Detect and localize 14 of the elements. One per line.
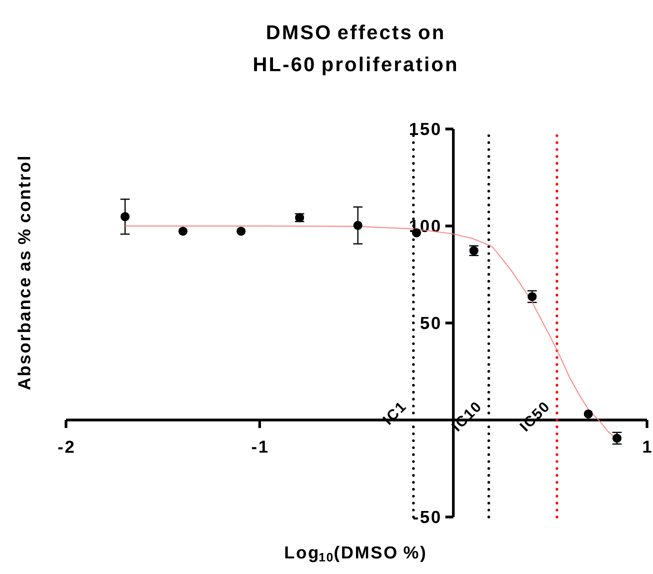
point [584,409,593,419]
y-tick-label: -50 [413,510,440,524]
point [236,226,246,236]
x-tick-label: 1 [643,440,652,453]
x-tick-label: -2 [58,440,74,453]
chart-title: DMSO effects on HL-60 proliferation [254,24,456,76]
point [178,226,188,236]
x-tick-label: -1 [252,440,268,453]
y-tick-label: 150 [410,122,440,136]
y-axis-title: Absorbance as % control [18,157,30,390]
point [120,212,130,222]
point [353,220,362,230]
y-tick-label: 50 [420,316,440,330]
x-axis-title: Log$_{10}$(DMSO %) [285,546,426,562]
